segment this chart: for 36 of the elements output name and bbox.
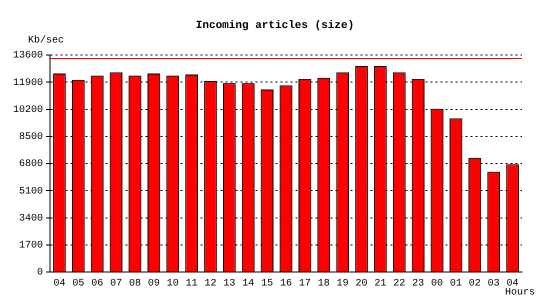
x-tick-label: 23 bbox=[412, 278, 424, 290]
x-tick-label: 03 bbox=[488, 278, 500, 290]
x-tick-label: 21 bbox=[374, 278, 386, 290]
x-tick-label: 17 bbox=[298, 278, 311, 290]
x-tick-label: 15 bbox=[261, 278, 274, 290]
x-tick-label: 06 bbox=[91, 278, 104, 290]
x-tick-label: 13 bbox=[223, 278, 236, 290]
x-tick-label: 18 bbox=[318, 278, 330, 290]
y-tick-label: 6800 bbox=[18, 159, 44, 170]
x-axis-title: Hours bbox=[504, 288, 535, 299]
x-tick-label: 08 bbox=[128, 278, 141, 290]
y-tick-label: 5100 bbox=[18, 186, 44, 198]
y-axis-title: Kb/sec bbox=[28, 34, 64, 47]
x-tick-label: 20 bbox=[356, 278, 368, 290]
x-tick-label: 16 bbox=[280, 278, 292, 290]
y-tick-label: 1700 bbox=[18, 240, 44, 252]
chart-title: Incoming articles (size) bbox=[196, 20, 354, 32]
y-tick-label: 13600 bbox=[12, 50, 44, 62]
x-tick-label: 07 bbox=[110, 278, 122, 290]
x-tick-label: 04 bbox=[53, 278, 66, 290]
y-tick-label: 8500 bbox=[18, 132, 44, 144]
x-tick-label: 02 bbox=[468, 278, 481, 290]
x-tick-label: 01 bbox=[450, 278, 462, 290]
y-tick-label: 11900 bbox=[12, 78, 44, 89]
x-tick-label: 14 bbox=[242, 278, 254, 290]
x-tick-label: 05 bbox=[72, 278, 84, 290]
x-tick-label: 00 bbox=[431, 278, 444, 290]
x-tick-label: 09 bbox=[148, 278, 160, 290]
x-tick-label: 10 bbox=[166, 278, 179, 290]
x-tick-label: 11 bbox=[186, 278, 198, 290]
x-tick-label: 22 bbox=[393, 278, 406, 290]
x-tick-label: 12 bbox=[204, 278, 216, 290]
x-tick-label: 19 bbox=[336, 278, 349, 290]
y-tick-label: 0 bbox=[36, 268, 44, 279]
y-tick-label: 10200 bbox=[12, 104, 44, 116]
y-tick-label: 3400 bbox=[18, 213, 44, 224]
